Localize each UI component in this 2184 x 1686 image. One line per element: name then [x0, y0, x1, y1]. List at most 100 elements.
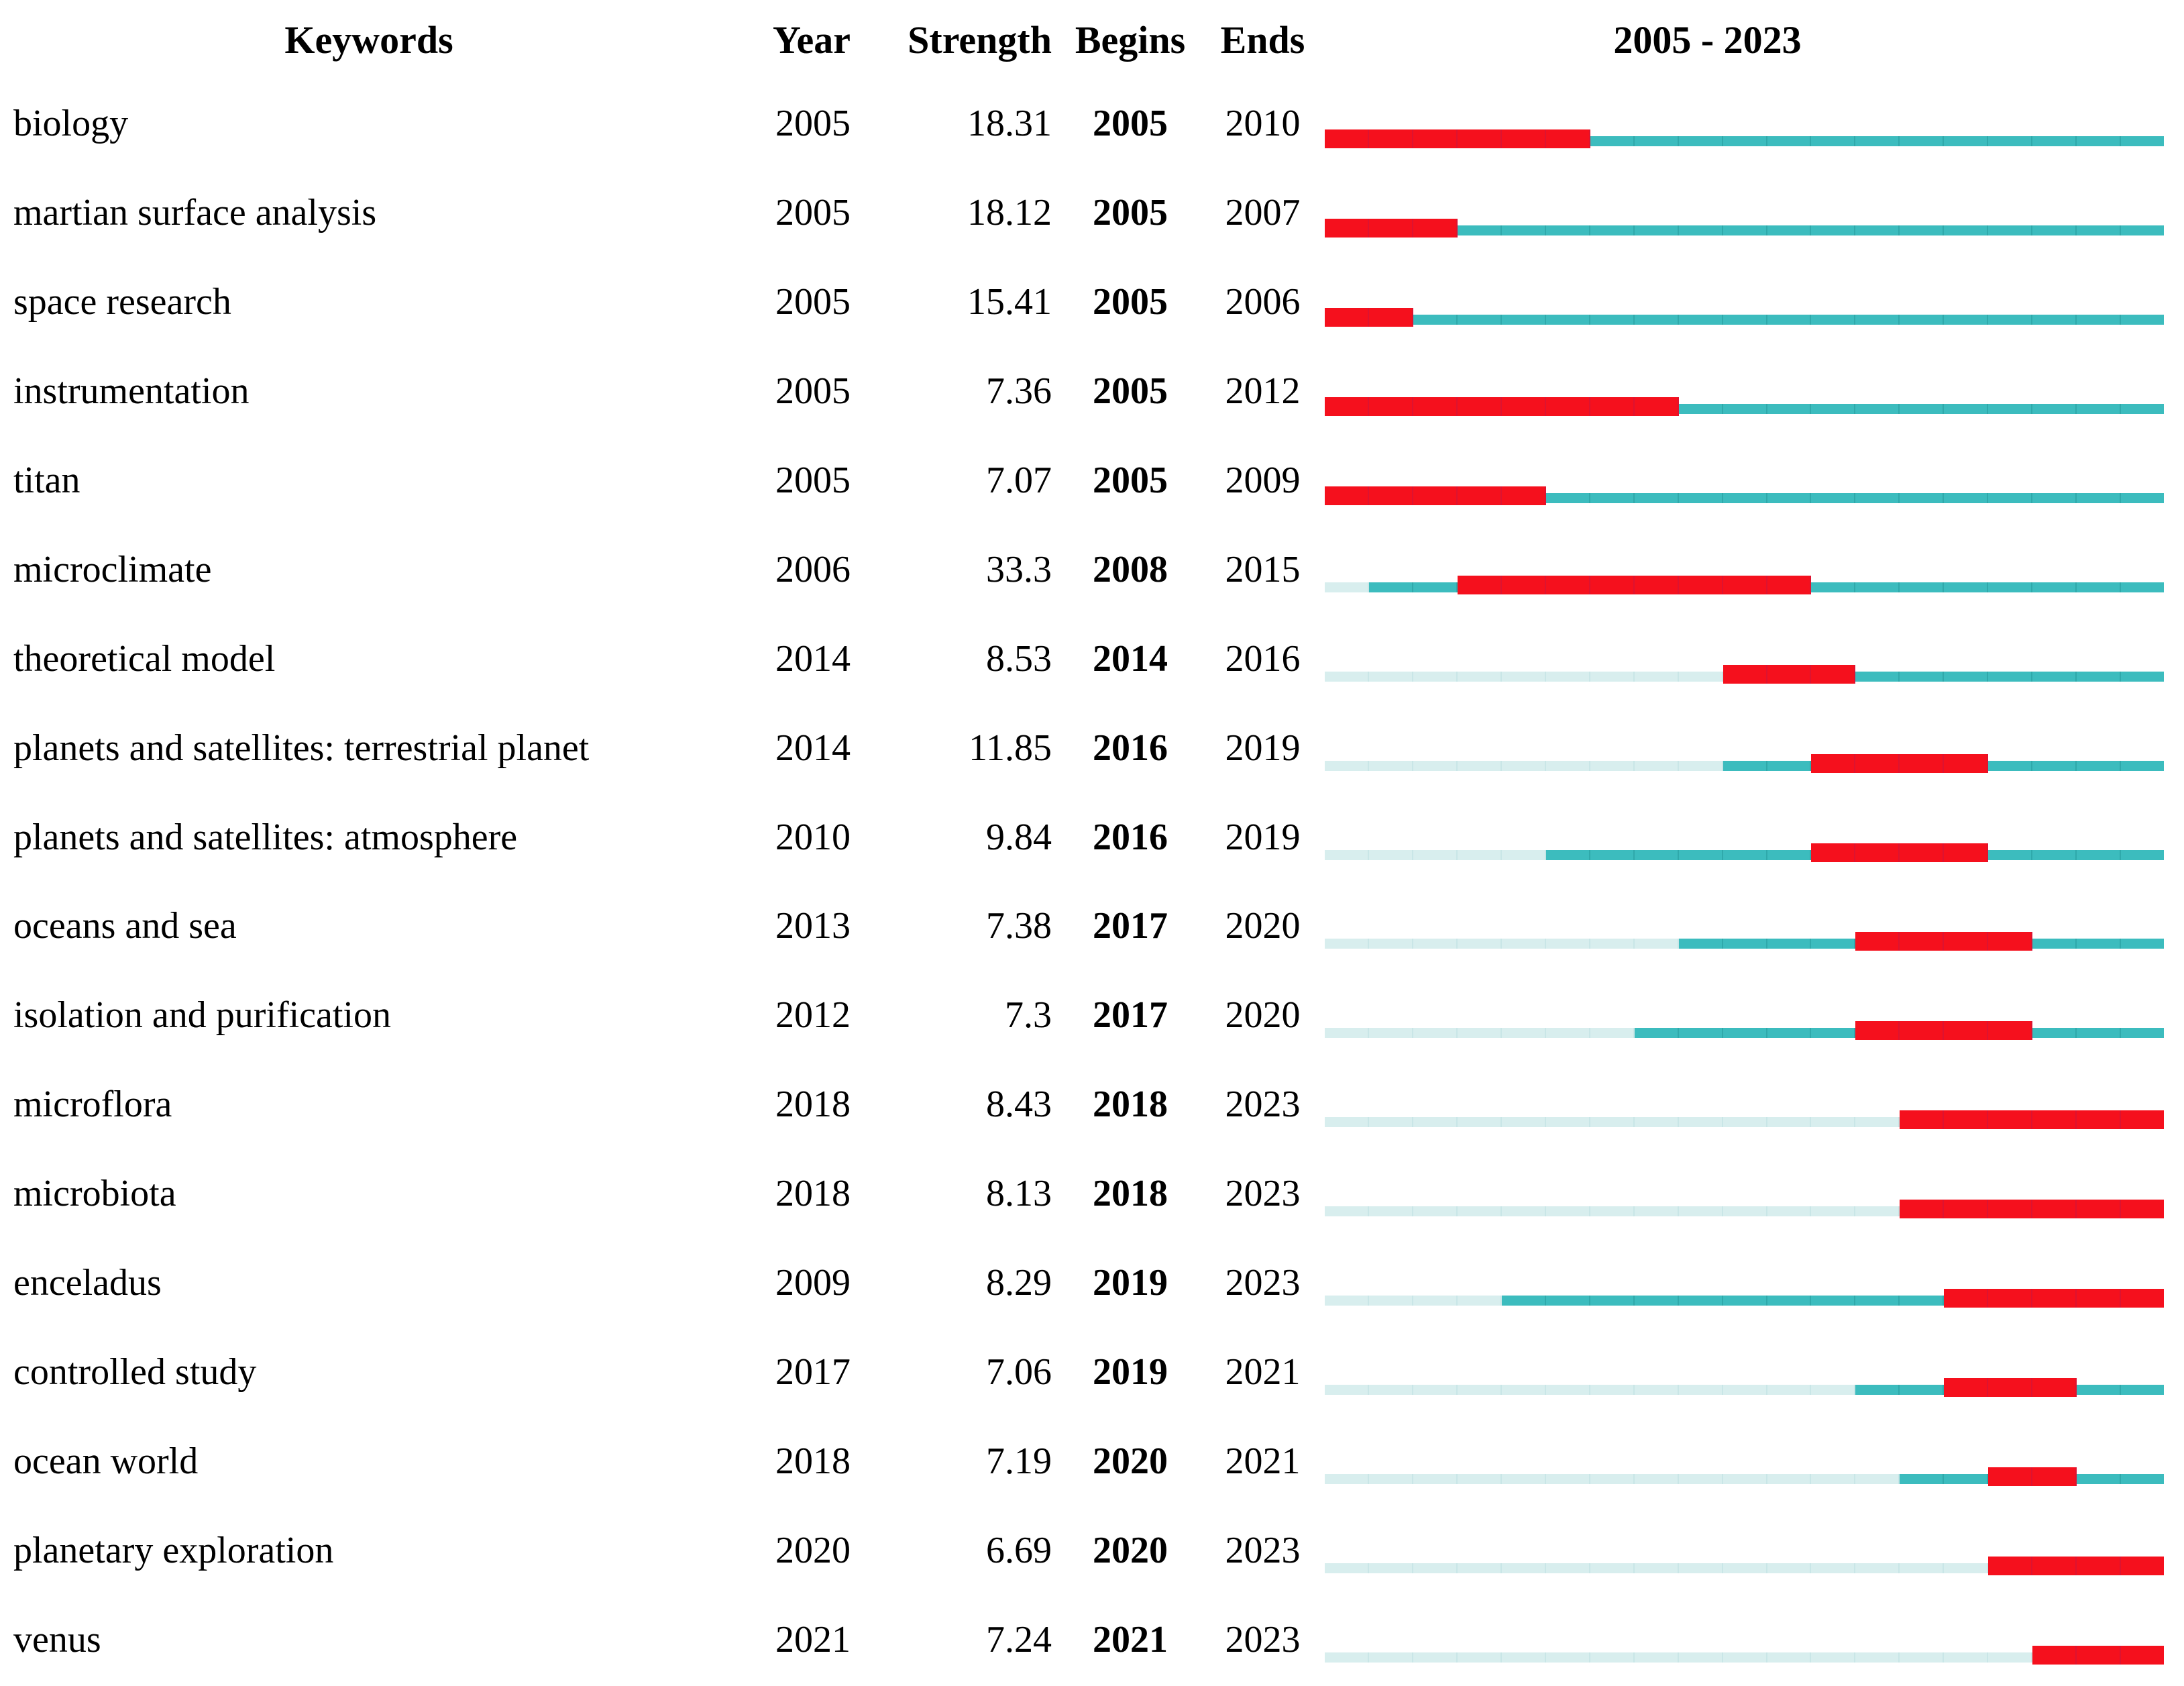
column-header-year: Year: [773, 17, 851, 62]
ends-cell: 2012: [1225, 370, 1301, 413]
timeline-segment-active: [1988, 671, 2033, 682]
timeline-segment-active: [1545, 315, 1590, 325]
timeline-segment-burst: [2032, 1645, 2077, 1665]
timeline-segment-active: [1723, 315, 1767, 325]
timeline-segment-active: [1545, 1296, 1590, 1306]
timeline-segment-active: [1368, 582, 1413, 592]
year-cell: 2005: [775, 281, 851, 323]
burst-timeline-bar: [1325, 1198, 2165, 1219]
table-row: enceladus 2009 8.29 2019 2023: [0, 1239, 2165, 1328]
timeline-segment-active: [1678, 939, 1723, 949]
burst-timeline-bar: [1325, 930, 2165, 951]
timeline-segment-inactive: [1855, 1652, 1900, 1663]
timeline-segment-inactive: [1501, 939, 1546, 949]
timeline-segment-burst: [1545, 575, 1590, 594]
begins-cell: 2018: [1093, 1084, 1168, 1126]
timeline-segment-active: [2077, 1473, 2122, 1484]
timeline-segment-burst: [1501, 486, 1546, 505]
timeline-segment-inactive: [1590, 1473, 1635, 1484]
timeline-segment-active: [2121, 939, 2165, 949]
timeline-segment-inactive: [1811, 1652, 1856, 1663]
timeline-segment-inactive: [1413, 849, 1458, 860]
timeline-segment-active: [1767, 939, 1812, 949]
year-cell: 2018: [775, 1173, 851, 1215]
timeline-segment-inactive: [1413, 671, 1458, 682]
timeline-segment-active: [1767, 760, 1812, 771]
timeline-segment-burst: [1457, 129, 1502, 149]
timeline-segment-burst: [1811, 843, 1856, 862]
timeline-segment-active: [1944, 315, 1989, 325]
timeline-segment-inactive: [1501, 1117, 1546, 1128]
timeline-segment-inactive: [1723, 1206, 1767, 1217]
timeline-segment-inactive: [1590, 1563, 1635, 1573]
timeline-segment-active: [1634, 1028, 1679, 1039]
table-row: space research 2005 15.41 2005 2006: [0, 258, 2165, 347]
timeline-segment-inactive: [1457, 671, 1502, 682]
timeline-segment-inactive: [1678, 1384, 1723, 1395]
strength-cell: 15.41: [967, 281, 1052, 323]
timeline-segment-active: [1767, 1296, 1812, 1306]
timeline-cell: [1325, 560, 2165, 594]
timeline-segment-inactive: [1590, 1206, 1635, 1217]
timeline-segment-active: [1855, 1384, 1900, 1395]
timeline-segment-inactive: [1368, 1117, 1413, 1128]
strength-cell: 8.13: [986, 1173, 1052, 1215]
timeline-segment-burst: [1457, 397, 1502, 417]
timeline-segment-active: [1855, 225, 1900, 236]
timeline-segment-active: [1678, 493, 1723, 503]
timeline-segment-inactive: [1678, 1206, 1723, 1217]
timeline-cell: [1325, 471, 2165, 505]
timeline-segment-inactive: [1811, 1384, 1856, 1395]
timeline-segment-active: [1678, 1028, 1723, 1039]
timeline-segment-active: [2032, 1028, 2077, 1039]
ends-cell: 2023: [1225, 1262, 1301, 1304]
keyword-cell: planetary exploration: [13, 1529, 334, 1571]
timeline-cell: [1325, 1452, 2165, 1486]
timeline-segment-inactive: [1634, 1117, 1679, 1128]
timeline-segment-burst: [1723, 575, 1767, 594]
timeline-segment-burst: [1811, 753, 1856, 773]
timeline-segment-burst: [1900, 1110, 1945, 1130]
timeline-segment-burst: [1413, 129, 1458, 149]
timeline-segment-inactive: [1368, 1028, 1413, 1039]
timeline-segment-active: [1811, 225, 1856, 236]
strength-cell: 9.84: [986, 816, 1052, 858]
timeline-segment-inactive: [1723, 1473, 1767, 1484]
timeline-cell: [1325, 293, 2165, 327]
timeline-segment-inactive: [1545, 1473, 1590, 1484]
timeline-segment-inactive: [1590, 671, 1635, 682]
timeline-segment-active: [1944, 493, 1989, 503]
timeline-segment-active: [2077, 849, 2122, 860]
timeline-cell: [1325, 1184, 2165, 1219]
timeline-segment-active: [1413, 315, 1458, 325]
ends-cell: 2023: [1225, 1173, 1301, 1215]
timeline-segment-active: [1590, 493, 1635, 503]
strength-cell: 6.69: [986, 1529, 1052, 1571]
timeline-segment-inactive: [1501, 760, 1546, 771]
timeline-segment-inactive: [1325, 1384, 1369, 1395]
begins-cell: 2005: [1093, 103, 1168, 145]
timeline-segment-burst: [1944, 1289, 1989, 1308]
timeline-segment-inactive: [1988, 1652, 2033, 1663]
timeline-segment-active: [1457, 225, 1502, 236]
timeline-segment-inactive: [1368, 1563, 1413, 1573]
timeline-segment-active: [1767, 404, 1812, 415]
timeline-segment-active: [2077, 939, 2122, 949]
timeline-segment-inactive: [1501, 1563, 1546, 1573]
year-cell: 2021: [775, 1618, 851, 1661]
timeline-segment-active: [2032, 493, 2077, 503]
begins-cell: 2005: [1093, 460, 1168, 501]
timeline-cell: [1325, 1541, 2165, 1575]
timeline-segment-burst: [1900, 1200, 1945, 1219]
timeline-segment-active: [2121, 1473, 2165, 1484]
year-cell: 2012: [775, 994, 851, 1037]
timeline-segment-burst: [1501, 129, 1546, 149]
timeline-segment-inactive: [1457, 760, 1502, 771]
timeline-segment-active: [2121, 671, 2165, 682]
timeline-segment-active: [1545, 849, 1590, 860]
burst-timeline-bar: [1325, 1555, 2165, 1575]
timeline-segment-active: [1767, 315, 1812, 325]
timeline-segment-active: [2032, 404, 2077, 415]
timeline-segment-active: [2077, 493, 2122, 503]
